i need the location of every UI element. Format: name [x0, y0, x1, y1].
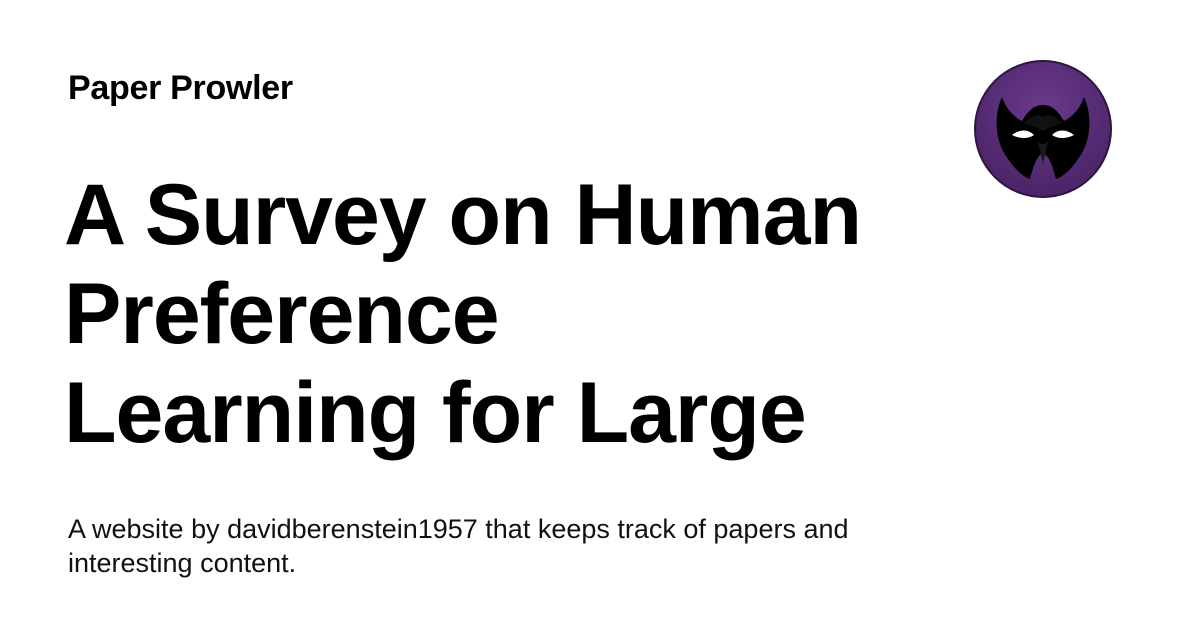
site-name: Paper Prowler — [68, 69, 293, 107]
site-description: A website by davidberenstein1957 that ke… — [68, 512, 928, 580]
logo-avatar — [972, 59, 1114, 199]
title-line: A Survey on Human — [64, 167, 862, 263]
page-title: A Survey on Human Preference Learning fo… — [64, 166, 944, 463]
masked-face-icon — [974, 60, 1112, 198]
title-line: Preference — [64, 266, 500, 362]
description-line: A website by davidberenstein1957 that ke… — [68, 514, 849, 544]
description-line: interesting content. — [68, 548, 297, 578]
title-line: Learning for Large — [64, 365, 807, 461]
